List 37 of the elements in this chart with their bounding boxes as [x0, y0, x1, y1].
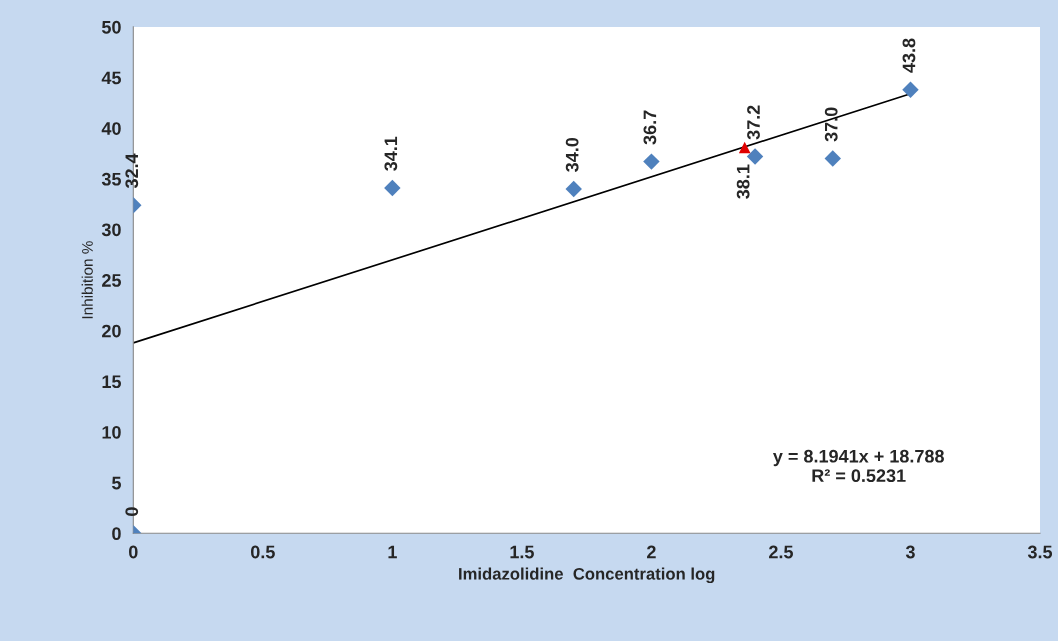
data-label: 0: [125, 507, 139, 516]
x-tick-label: 1.5: [510, 545, 534, 559]
data-label: 43.8: [902, 38, 916, 73]
y-tick-label: 50: [101, 20, 121, 34]
y-tick-label: 35: [101, 172, 121, 186]
point: [565, 180, 582, 198]
y-axis-title: Inhibition %: [81, 241, 93, 319]
x-tick-label: 0.5: [251, 545, 275, 559]
data-label: 36.7: [643, 110, 657, 145]
point: [824, 150, 841, 167]
y-tick-label: 15: [102, 375, 121, 389]
data-label: 32.4: [125, 153, 139, 189]
y-tick-label: 30: [101, 223, 121, 237]
y-tick-label: 45: [101, 71, 121, 85]
y-tick-label: 40: [101, 122, 121, 135]
annotation: y = 8.1941x + 18.788 R² = 0.5231: [772, 449, 944, 483]
point: [738, 141, 751, 154]
data-label: 34.0: [565, 137, 579, 172]
x-tick-label: 2: [647, 545, 656, 559]
point: [643, 153, 660, 170]
y-tick-label: 0: [112, 527, 121, 541]
data-label: 38.1: [736, 164, 750, 199]
data-label: 34.1: [384, 136, 398, 171]
y-tick-label: 5: [112, 476, 121, 490]
point: [746, 148, 764, 165]
y-tick-label: 10: [102, 425, 121, 439]
x-tick-label: 2.5: [769, 545, 793, 559]
data-label: 37.0: [824, 107, 838, 142]
x-tick-label: 3: [905, 545, 915, 559]
x-axis-title: Imidazolidine Concentration log: [459, 567, 715, 584]
x-tick-label: 0: [129, 545, 138, 559]
data-label: 37.2: [747, 105, 760, 140]
x-tick-label: 3.5: [1027, 545, 1053, 559]
point: [902, 81, 919, 98]
y-tick-label: 20: [102, 324, 121, 338]
y-tick-label: 25: [102, 274, 121, 287]
x-tick-label: 1: [388, 545, 397, 559]
